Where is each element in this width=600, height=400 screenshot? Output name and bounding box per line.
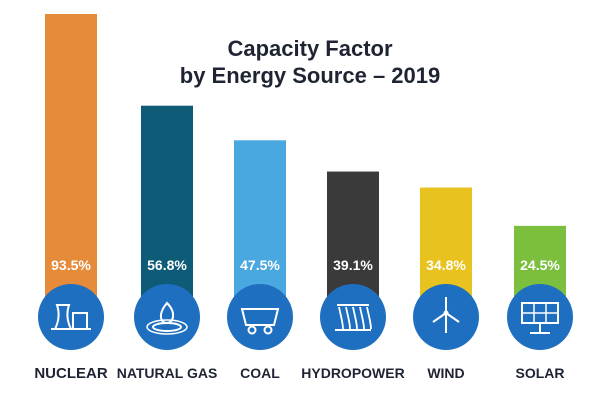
- category-label-nuclear: NUCLEAR: [34, 365, 107, 382]
- bar-nuclear: [45, 14, 97, 317]
- chart-title: Capacity Factor: [227, 36, 392, 61]
- value-label-solar: 24.5%: [520, 257, 560, 273]
- dam-icon: [320, 284, 386, 350]
- bar-natural-gas: [141, 105, 193, 317]
- category-label-natural-gas: NATURAL GAS: [117, 365, 218, 381]
- value-label-nuclear: 93.5%: [51, 257, 91, 273]
- solar-panel-icon: [507, 284, 573, 350]
- category-label-solar: SOLAR: [516, 365, 565, 381]
- icons-layer: [38, 284, 573, 350]
- category-label-hydropower: HYDROPOWER: [301, 365, 404, 381]
- coal-cart-icon: [227, 284, 293, 350]
- value-label-wind: 34.8%: [426, 257, 466, 273]
- value-label-hydropower: 39.1%: [333, 257, 373, 273]
- value-label-natural-gas: 56.8%: [147, 257, 187, 273]
- category-label-wind: WIND: [427, 365, 464, 381]
- gas-flame-icon: [134, 284, 200, 350]
- labels-layer: 93.5% NUCLEAR 56.8% NATURAL GAS 47.5% COAL 39.…: [34, 257, 564, 382]
- cooling-tower-icon: [38, 284, 104, 350]
- category-label-coal: COAL: [240, 365, 280, 381]
- wind-turbine-icon: [413, 284, 479, 350]
- chart-subtitle: by Energy Source – 2019: [180, 63, 440, 88]
- value-label-coal: 47.5%: [240, 257, 280, 273]
